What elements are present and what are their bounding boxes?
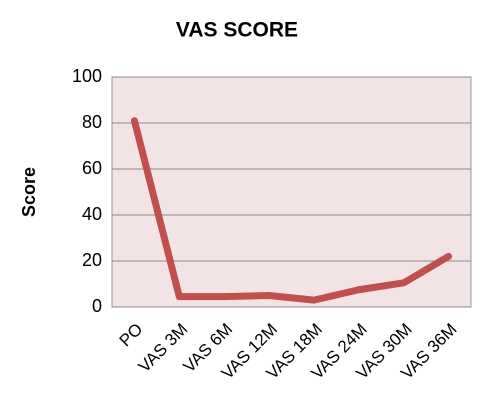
chart-title: VAS SCORE — [176, 19, 298, 42]
y-tick-label: 60 — [82, 158, 102, 178]
data-line — [130, 117, 453, 304]
y-tick-label: 80 — [82, 112, 102, 132]
y-tick-label: 100 — [72, 66, 102, 86]
y-tick-label: 0 — [92, 296, 102, 316]
x-tick-label: PO — [116, 320, 147, 351]
y-tick-label: 20 — [82, 250, 102, 270]
y-tick-label: 40 — [82, 204, 102, 224]
x-tick-label: VAS 3M — [135, 320, 192, 377]
y-axis-label: Score — [19, 167, 39, 217]
